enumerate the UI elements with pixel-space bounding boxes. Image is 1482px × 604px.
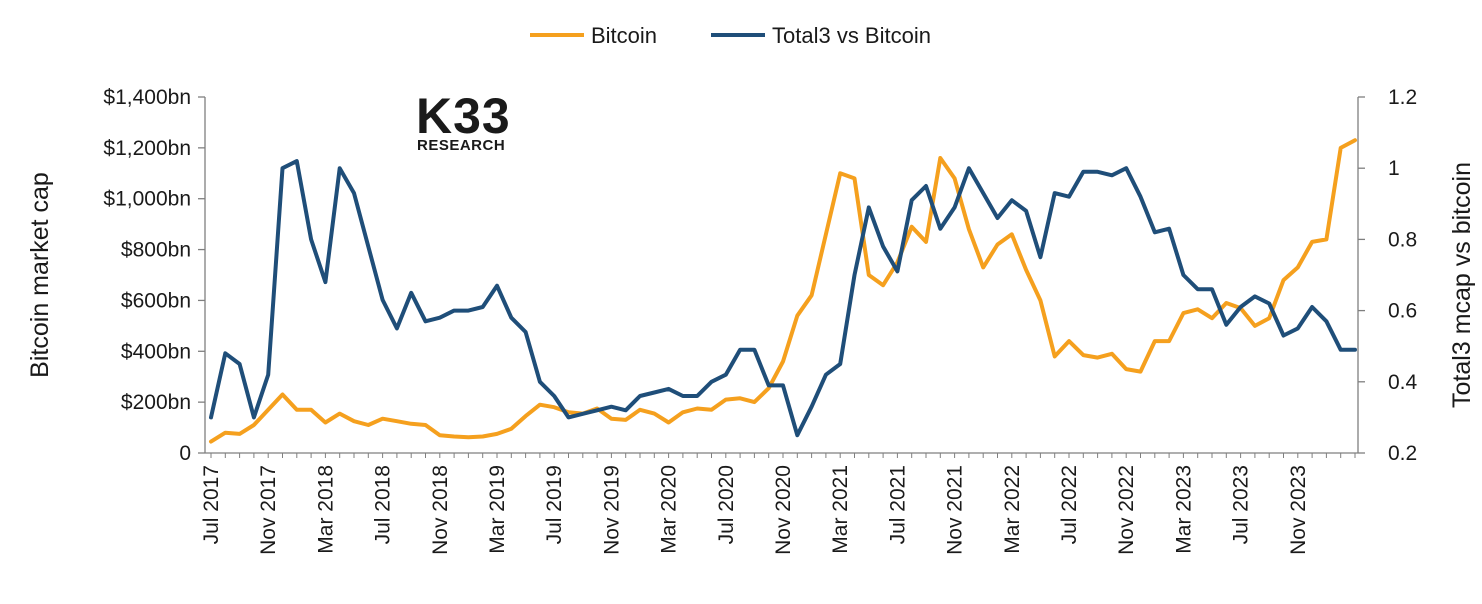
y-left-tick-label: $400bn — [121, 340, 191, 363]
x-tick-label: Jul 2019 — [543, 465, 566, 544]
x-tick-label: Nov 2022 — [1115, 465, 1138, 555]
x-tick-label: Mar 2021 — [829, 465, 852, 554]
tick-labels-layer: 0 $200bn $400bn $600bn $800bn $1,000bn $1,200b… — [103, 86, 1417, 555]
x-tick-label: Nov 2023 — [1287, 465, 1310, 555]
y-right-axis-title: Total3 mcap vs bitcoin — [1448, 162, 1476, 408]
x-tick-label: Nov 2018 — [429, 465, 452, 555]
y-left-tick-label: $800bn — [121, 239, 191, 262]
k33-research-logo: K33 RESEARCH — [416, 88, 511, 154]
x-tick-label: Mar 2022 — [1001, 465, 1024, 554]
x-tick-label: Jul 2017 — [200, 465, 223, 544]
bitcoin-series-line — [209, 138, 1357, 444]
y-right-tick-label: 0.4 — [1388, 371, 1418, 394]
x-tick-label: Jul 2018 — [372, 465, 395, 544]
y-right-tick-label: 1 — [1388, 157, 1400, 180]
y-right-tick-label: 0.6 — [1388, 300, 1417, 323]
x-tick-label: Nov 2017 — [257, 465, 280, 555]
x-tick-label: Mar 2023 — [1172, 465, 1195, 554]
legend: Bitcoin Total3 vs Bitcoin — [530, 23, 931, 48]
y-right-tick-label: 0.8 — [1388, 228, 1417, 251]
legend-label-bitcoin: Bitcoin — [591, 23, 657, 48]
x-tick-label: Mar 2019 — [486, 465, 509, 554]
x-tick-label: Jul 2022 — [1058, 465, 1081, 544]
x-tick-label: Nov 2020 — [772, 465, 795, 555]
x-tick-label: Jul 2021 — [886, 465, 909, 544]
y-left-tick-label: $1,200bn — [103, 137, 191, 160]
x-tick-label: Jul 2020 — [715, 465, 738, 544]
total3-vs-bitcoin-series-line — [209, 159, 1357, 438]
x-tick-label: Mar 2020 — [658, 465, 681, 554]
y-right-tick-label: 0.2 — [1388, 442, 1417, 465]
legend-label-total3: Total3 vs Bitcoin — [772, 23, 931, 48]
y-right-tick-label: 1.2 — [1388, 86, 1417, 109]
logo-sub-text: RESEARCH — [417, 137, 505, 154]
y-left-tick-label: 0 — [179, 442, 191, 465]
y-left-tick-label: $200bn — [121, 391, 191, 414]
x-tick-label: Nov 2019 — [600, 465, 623, 555]
x-tick-label: Mar 2018 — [314, 465, 337, 554]
y-left-tick-label: $600bn — [121, 289, 191, 312]
x-tick-label: Nov 2021 — [944, 465, 967, 555]
y-left-tick-label: $1,000bn — [103, 188, 191, 211]
y-left-tick-label: $1,400bn — [103, 86, 191, 109]
y-left-axis-title: Bitcoin market cap — [26, 172, 54, 378]
x-tick-label: Jul 2023 — [1230, 465, 1253, 544]
axes-layer — [198, 96, 1365, 458]
series-layer — [209, 138, 1357, 444]
logo-main-text: K33 — [416, 88, 511, 144]
